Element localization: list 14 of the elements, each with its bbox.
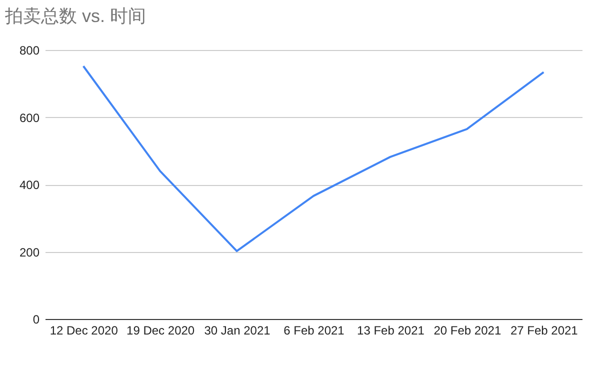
y-tick-label: 200 — [19, 245, 40, 260]
x-tick-label: 6 Feb 2021 — [284, 324, 345, 338]
line-series — [82, 65, 545, 252]
x-tick-label: 30 Jan 2021 — [204, 324, 271, 338]
chart-title: 拍卖总数 vs. 时间 — [4, 6, 146, 26]
x-tick-label: 27 Feb 2021 — [510, 324, 578, 338]
x-tick-label: 13 Feb 2021 — [357, 324, 425, 338]
y-tick-label: 600 — [19, 110, 40, 125]
x-tick-label: 20 Feb 2021 — [434, 324, 502, 338]
x-tick-label: 19 Dec 2020 — [126, 324, 195, 338]
y-tick-label: 800 — [19, 44, 40, 58]
x-tick-label: 12 Dec 2020 — [50, 324, 118, 338]
y-tick-label: 400 — [19, 178, 40, 192]
y-tick-label: 0 — [32, 312, 40, 326]
